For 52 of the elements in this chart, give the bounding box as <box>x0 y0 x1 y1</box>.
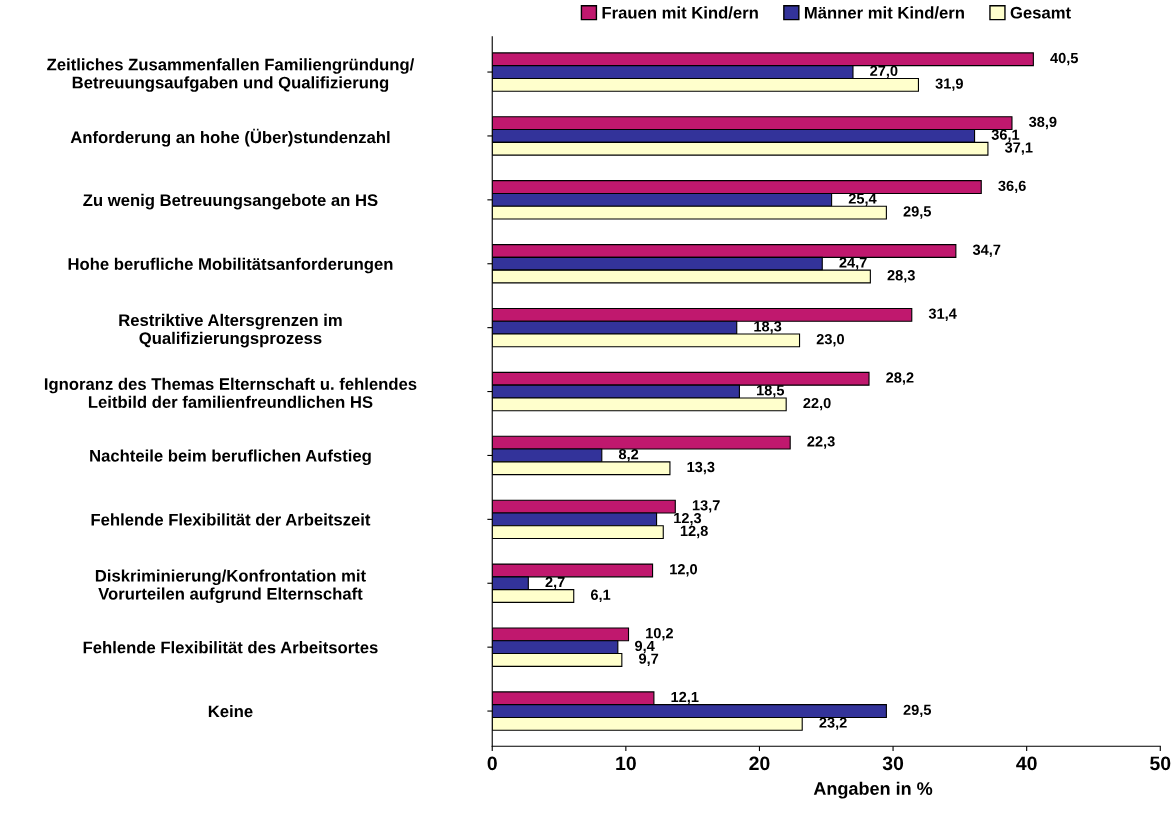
data-label: 28,2 <box>886 372 914 385</box>
y-tick-label: Restriktive Altersgrenzen im Qualifizierungsprozess <box>119 313 342 348</box>
data-label: 23,2 <box>819 717 847 730</box>
y-tick-label: Hohe berufliche Mobilitätsanforderungen <box>68 257 393 274</box>
y-tick-label: Fehlende Flexibilität des Arbeitsortes <box>83 641 378 654</box>
data-label: 40,5 <box>1050 52 1078 66</box>
data-label: 8,2 <box>618 449 639 462</box>
data-label: 12,1 <box>671 691 699 705</box>
data-label: 12,8 <box>680 525 708 539</box>
data-label: 2,7 <box>545 576 565 590</box>
y-tick-label: Diskriminierung/Konfrontation mit Vorurteilen aufgrund Elternschaft <box>95 569 366 604</box>
data-label: 9,4 <box>635 640 655 654</box>
x-tick-label: 10 <box>616 756 636 771</box>
y-tick-label: Keine <box>208 705 253 718</box>
x-tick-label: 20 <box>749 756 770 771</box>
data-label: 12,3 <box>674 512 702 526</box>
data-label: 31,9 <box>935 78 963 91</box>
data-label: 10,2 <box>646 627 673 641</box>
data-label: 38,9 <box>1028 116 1057 130</box>
data-label: 31,4 <box>928 308 957 321</box>
y-tick-label: Zeitliches Zusammenfallen Familiengründung/ Betreuungsaufgaben und Qualifizierung <box>47 58 415 92</box>
data-label: 13,3 <box>687 461 715 475</box>
data-label: 22,3 <box>807 436 835 449</box>
data-label: 37,1 <box>1004 142 1033 155</box>
y-tick-label: Ignoranz des Themas Elternschaft u. fehlendes Leitbild der familienfreundlichen HS <box>44 377 417 408</box>
data-label: 18,5 <box>757 385 785 398</box>
data-label: 29,5 <box>903 206 932 219</box>
data-label: 22,0 <box>803 397 831 411</box>
legend-label: Frauen mit Kind/ern <box>602 6 758 19</box>
data-label: 23,0 <box>816 334 844 347</box>
data-label: 36,1 <box>991 129 1020 142</box>
y-tick-label: Fehlende Flexibilität der Arbeitszeit <box>91 513 371 526</box>
y-tick-label: Nachteile beim beruflichen Aufstieg <box>90 449 371 466</box>
y-tick-label: Anforderung an hohe (Über)stundenzahl <box>70 128 390 147</box>
data-label: 13,7 <box>692 500 720 513</box>
x-axis-title: Angaben in % <box>813 781 933 799</box>
x-tick-label: 40 <box>1016 756 1037 771</box>
data-label: 28,3 <box>887 270 915 283</box>
data-label: 6,1 <box>590 589 611 603</box>
legend-label: Gesamt <box>1010 6 1071 19</box>
legend-label: Männer mit Kind/ern <box>804 6 964 19</box>
data-label: 9,7 <box>639 653 659 666</box>
data-label: 12,0 <box>670 564 698 577</box>
data-label: 18,3 <box>754 321 782 334</box>
y-tick-label: Zu wenig Betreuungsangebote an HS <box>83 193 378 210</box>
x-tick-label: 30 <box>882 756 904 771</box>
x-tick-label: 50 <box>1150 756 1171 771</box>
x-tick-label: 0 <box>487 756 497 771</box>
data-label: 29,5 <box>903 704 932 718</box>
data-label: 34,7 <box>972 244 1001 257</box>
data-label: 36,6 <box>998 180 1026 194</box>
data-label: 27,0 <box>870 65 898 79</box>
